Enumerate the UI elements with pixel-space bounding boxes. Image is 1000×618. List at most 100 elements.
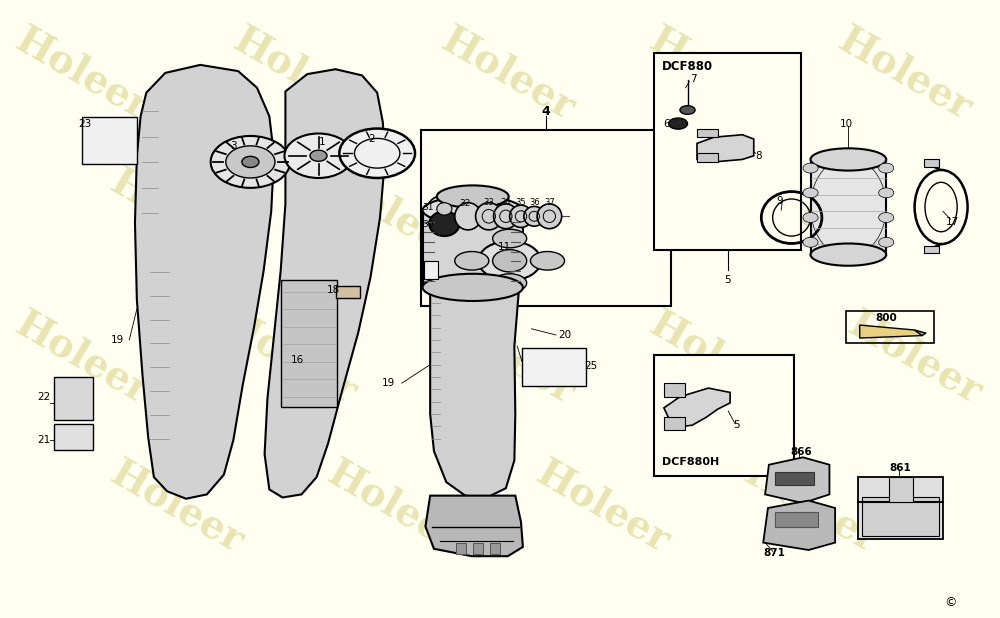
Ellipse shape: [803, 188, 818, 198]
Bar: [664, 417, 685, 430]
Text: 866: 866: [790, 447, 812, 457]
Text: 7: 7: [690, 74, 697, 84]
Text: 25: 25: [584, 361, 598, 371]
Ellipse shape: [524, 206, 545, 226]
Text: 21: 21: [38, 435, 51, 445]
Ellipse shape: [879, 237, 894, 247]
Ellipse shape: [429, 211, 459, 236]
Text: 800: 800: [875, 313, 897, 323]
Text: Holeer: Holeer: [434, 305, 581, 412]
Text: ©: ©: [945, 596, 957, 609]
Ellipse shape: [803, 237, 818, 247]
Ellipse shape: [437, 185, 509, 208]
Ellipse shape: [455, 252, 489, 270]
Ellipse shape: [427, 195, 461, 222]
Text: 4: 4: [542, 104, 550, 118]
Text: 19: 19: [382, 378, 395, 388]
Bar: [424, 261, 438, 279]
Text: DCF880: DCF880: [662, 59, 713, 73]
Ellipse shape: [423, 274, 523, 301]
Ellipse shape: [478, 241, 541, 281]
Text: 861: 861: [890, 464, 911, 473]
Text: 36: 36: [529, 198, 540, 207]
Polygon shape: [135, 65, 274, 499]
Ellipse shape: [879, 188, 894, 198]
Text: 2: 2: [368, 134, 375, 144]
Bar: [862, 497, 939, 536]
Ellipse shape: [310, 150, 327, 161]
Bar: [82, 117, 137, 164]
Text: Holeer: Holeer: [321, 454, 468, 560]
Text: Holeer: Holeer: [841, 305, 988, 412]
Bar: [664, 383, 685, 397]
Ellipse shape: [669, 118, 688, 129]
Text: Holeer: Holeer: [642, 305, 789, 412]
Text: 5: 5: [724, 275, 731, 285]
Bar: [281, 280, 337, 407]
Ellipse shape: [811, 148, 886, 171]
Bar: [473, 543, 483, 554]
Ellipse shape: [803, 213, 818, 222]
Text: 32: 32: [459, 200, 471, 208]
Text: 19: 19: [111, 335, 125, 345]
Text: Holeer: Holeer: [434, 21, 581, 127]
Text: 35: 35: [516, 198, 526, 207]
Text: 23: 23: [78, 119, 91, 129]
Bar: [858, 477, 943, 539]
Bar: [421, 130, 671, 306]
Text: Holeer: Holeer: [642, 21, 789, 127]
Ellipse shape: [284, 133, 353, 178]
Text: 20: 20: [558, 330, 571, 340]
Bar: [437, 195, 508, 207]
Ellipse shape: [423, 197, 523, 224]
Text: Holeer: Holeer: [832, 21, 979, 127]
Bar: [924, 159, 939, 167]
Text: 5: 5: [733, 420, 740, 430]
Bar: [654, 53, 801, 250]
Text: DCF880H: DCF880H: [662, 457, 719, 467]
Polygon shape: [860, 325, 922, 338]
Text: Holeer: Holeer: [321, 163, 468, 269]
Text: Holeer: Holeer: [226, 21, 373, 127]
Polygon shape: [425, 496, 523, 556]
Ellipse shape: [879, 213, 894, 222]
Bar: [54, 424, 93, 450]
Text: 18: 18: [327, 286, 340, 295]
Ellipse shape: [537, 204, 562, 229]
Ellipse shape: [879, 163, 894, 173]
Polygon shape: [430, 287, 519, 497]
Bar: [654, 355, 794, 476]
Ellipse shape: [476, 203, 502, 230]
Bar: [490, 543, 500, 554]
Text: 34: 34: [501, 198, 511, 207]
Bar: [522, 348, 586, 386]
Polygon shape: [664, 388, 730, 428]
Text: 22: 22: [38, 392, 51, 402]
Text: Holeer: Holeer: [103, 454, 250, 560]
Polygon shape: [265, 69, 385, 497]
Bar: [697, 129, 718, 137]
Ellipse shape: [455, 203, 481, 230]
Bar: [924, 246, 939, 253]
Polygon shape: [697, 135, 754, 162]
Text: 6: 6: [663, 119, 670, 129]
Text: 17: 17: [946, 218, 959, 227]
Text: 1: 1: [319, 137, 326, 147]
Ellipse shape: [493, 274, 527, 292]
Text: Holeer: Holeer: [737, 163, 884, 269]
Bar: [811, 159, 886, 255]
Ellipse shape: [510, 205, 532, 227]
Text: Holeer: Holeer: [217, 305, 364, 412]
Ellipse shape: [242, 156, 259, 167]
Bar: [775, 512, 818, 527]
Text: Holeer: Holeer: [9, 21, 155, 127]
Ellipse shape: [803, 163, 818, 173]
Text: 37: 37: [544, 198, 555, 207]
Ellipse shape: [811, 243, 886, 266]
Bar: [775, 472, 814, 485]
Text: 871: 871: [764, 548, 786, 558]
Text: 31: 31: [423, 203, 434, 212]
Text: 16: 16: [291, 355, 304, 365]
Text: 8: 8: [755, 151, 762, 161]
Ellipse shape: [680, 106, 695, 114]
